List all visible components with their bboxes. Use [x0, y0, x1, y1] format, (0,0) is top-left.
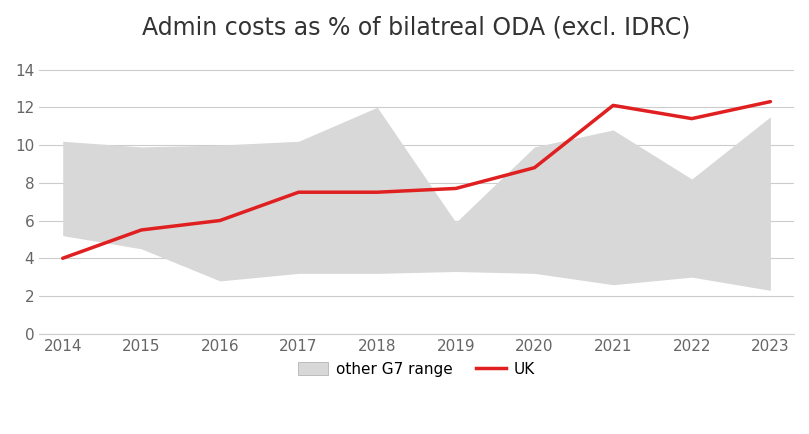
- Title: Admin costs as % of bilatreal ODA (excl. IDRC): Admin costs as % of bilatreal ODA (excl.…: [142, 15, 691, 39]
- Legend: other G7 range, UK: other G7 range, UK: [292, 355, 541, 383]
